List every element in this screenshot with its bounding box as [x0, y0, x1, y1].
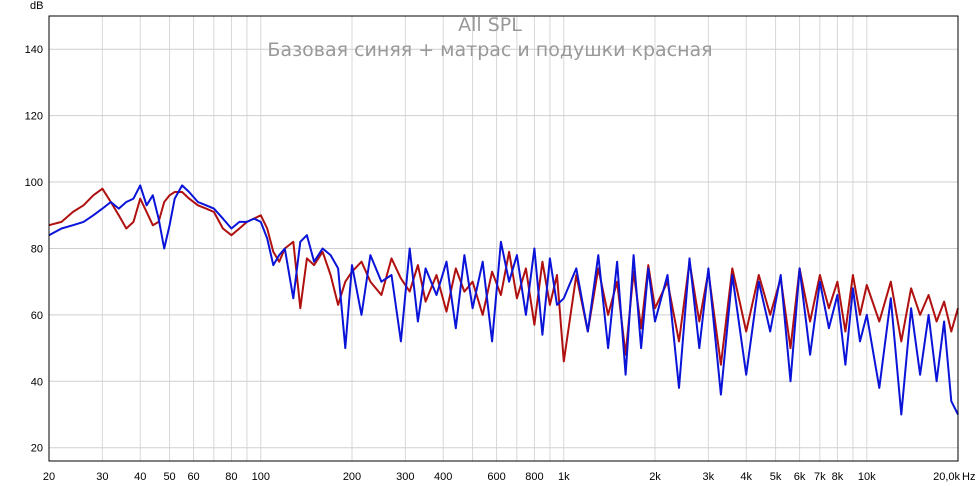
plot-background — [49, 16, 958, 461]
y-tick-label: 140 — [25, 44, 43, 56]
x-tick-label: 80 — [225, 471, 237, 483]
x-axis-ticks: 20 30 40 50 60 80 100 200 300 400 600 800 1k 2k 3k 4k 5k… — [43, 471, 961, 483]
x-tick-label: 300 — [396, 471, 414, 483]
x-tick-label: 200 — [343, 471, 361, 483]
x-tick-label: 3k — [703, 471, 715, 483]
x-tick-label: 5k — [770, 471, 782, 483]
y-tick-label: 100 — [25, 177, 43, 189]
series-line-2 — [48, 184, 959, 416]
x-tick-label: 60 — [187, 471, 199, 483]
x-tick-label: 400 — [434, 471, 452, 483]
x-tick-label: 20 — [43, 471, 55, 483]
y-tick-label: 20 — [31, 443, 43, 455]
x-tick-label: 4k — [740, 471, 752, 483]
x-tick-label: 6k — [794, 471, 806, 483]
x-tick-label: 50 — [163, 471, 175, 483]
y-tick-label: 80 — [31, 243, 43, 255]
chart-title: All SPL — [458, 14, 522, 36]
x-tick-label: 40 — [134, 471, 146, 483]
x-tick-label: 30 — [96, 471, 108, 483]
series-layer — [48, 184, 959, 416]
x-tick-label: 20,0k — [933, 471, 960, 483]
x-tick-label: 1k — [558, 471, 570, 483]
x-tick-label: 10k — [858, 471, 876, 483]
x-tick-label: 8k — [832, 471, 844, 483]
major-gridlines — [49, 48, 958, 449]
x-axis-label: Hz — [962, 471, 975, 483]
minor-gridlines — [48, 16, 959, 461]
x-tick-label: 2k — [649, 471, 661, 483]
y-axis-label: dB — [30, 0, 43, 12]
x-tick-label: 600 — [487, 471, 505, 483]
y-tick-label: 60 — [31, 310, 43, 322]
x-tick-label: 100 — [252, 471, 270, 483]
plot-frame — [48, 15, 959, 462]
chart-subtitle: Базовая синяя + матрас и подушки красная — [267, 39, 712, 61]
y-tick-label: 120 — [25, 111, 43, 123]
x-tick-label: 800 — [525, 471, 543, 483]
y-axis-ticks: 20 40 60 80 100 120 140 — [25, 44, 43, 455]
y-tick-label: 40 — [31, 376, 43, 388]
x-tick-label: 7k — [814, 471, 826, 483]
